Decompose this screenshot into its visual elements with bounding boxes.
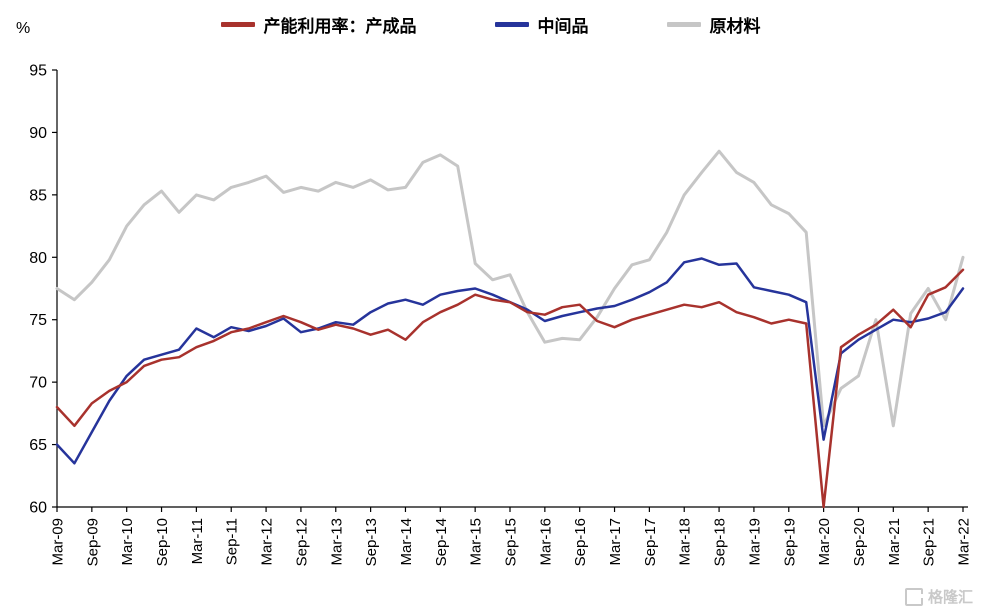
svg-text:Sep-14: Sep-14 bbox=[433, 518, 450, 566]
svg-text:85: 85 bbox=[29, 187, 47, 204]
svg-text:Mar-20: Mar-20 bbox=[816, 518, 833, 566]
svg-text:Mar-22: Mar-22 bbox=[956, 518, 973, 566]
svg-text:Sep-17: Sep-17 bbox=[642, 518, 659, 566]
svg-text:Mar-09: Mar-09 bbox=[50, 518, 67, 566]
svg-text:Sep-19: Sep-19 bbox=[781, 518, 798, 566]
gelonghui-watermark: 格隆汇 bbox=[904, 586, 973, 607]
svg-text:Sep-11: Sep-11 bbox=[224, 518, 241, 565]
svg-text:Sep-15: Sep-15 bbox=[503, 518, 520, 566]
svg-text:Mar-12: Mar-12 bbox=[259, 518, 276, 566]
svg-text:90: 90 bbox=[29, 125, 47, 142]
legend-label-intermediate-goods: 中间品 bbox=[537, 17, 589, 36]
intermediate-goods-line-swatch bbox=[494, 22, 529, 27]
svg-text:Sep-10: Sep-10 bbox=[154, 518, 171, 566]
raw-materials-line-swatch bbox=[666, 22, 701, 27]
svg-text:Sep-18: Sep-18 bbox=[712, 518, 729, 566]
svg-text:95: 95 bbox=[29, 63, 47, 80]
y-axis-unit-label: % bbox=[16, 20, 31, 37]
svg-text:Sep-13: Sep-13 bbox=[363, 518, 380, 566]
legend-item-raw-materials: 原材料 bbox=[666, 12, 761, 37]
svg-text:Sep-12: Sep-12 bbox=[293, 518, 310, 566]
svg-text:Mar-21: Mar-21 bbox=[886, 518, 903, 566]
svg-text:Mar-15: Mar-15 bbox=[468, 518, 485, 566]
svg-text:Mar-11: Mar-11 bbox=[189, 518, 206, 564]
legend-label-raw-materials: 原材料 bbox=[709, 17, 761, 36]
legend-item-intermediate-goods: 中间品 bbox=[494, 12, 589, 37]
svg-text:80: 80 bbox=[29, 250, 47, 267]
svg-text:Mar-18: Mar-18 bbox=[677, 518, 694, 566]
svg-text:Sep-09: Sep-09 bbox=[84, 518, 101, 566]
svg-text:Sep-21: Sep-21 bbox=[921, 518, 938, 566]
svg-text:Mar-17: Mar-17 bbox=[607, 518, 624, 566]
svg-text:65: 65 bbox=[29, 437, 47, 454]
svg-text:70: 70 bbox=[29, 375, 47, 392]
finished-goods-line-swatch bbox=[220, 22, 255, 27]
svg-text:Mar-10: Mar-10 bbox=[119, 518, 136, 566]
svg-text:Sep-20: Sep-20 bbox=[851, 518, 868, 566]
legend-label-finished-goods: 产能利用率：产成品 bbox=[263, 17, 417, 36]
legend-item-finished-goods: 产能利用率：产成品 bbox=[220, 12, 417, 37]
svg-text:Mar-19: Mar-19 bbox=[746, 518, 763, 566]
chart-legend: 产能利用率：产成品 中间品 原材料 bbox=[0, 12, 981, 37]
svg-text:75: 75 bbox=[29, 312, 47, 329]
gelonghui-watermark-text: 格隆汇 bbox=[927, 589, 973, 606]
svg-text:Sep-16: Sep-16 bbox=[572, 518, 589, 566]
svg-text:Mar-16: Mar-16 bbox=[537, 518, 554, 566]
svg-text:60: 60 bbox=[29, 500, 47, 517]
svg-text:Mar-13: Mar-13 bbox=[328, 518, 345, 566]
gelonghui-logo-icon bbox=[904, 587, 923, 606]
svg-text:Mar-14: Mar-14 bbox=[398, 518, 415, 566]
